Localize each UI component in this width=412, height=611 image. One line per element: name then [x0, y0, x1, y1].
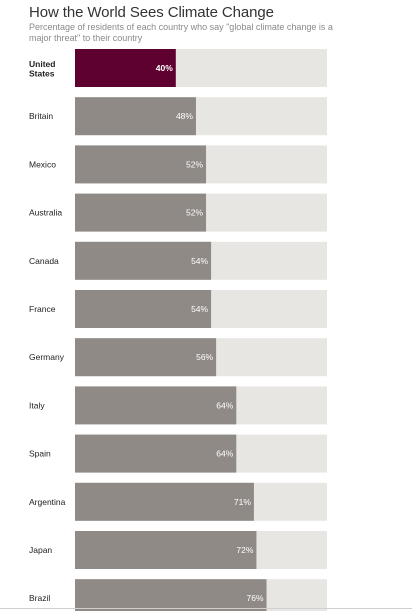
bar-britain — [75, 97, 196, 136]
value-label-france: 54% — [191, 304, 208, 314]
value-label-brazil: 76% — [247, 593, 264, 603]
value-label-united-states: 40% — [156, 63, 173, 73]
value-label-mexico: 52% — [186, 159, 203, 169]
bar-canada — [75, 241, 212, 280]
value-label-australia: 52% — [186, 208, 203, 218]
bar-united-states — [75, 49, 176, 87]
bar-italy — [75, 386, 237, 425]
value-label-britain: 48% — [176, 111, 193, 121]
bar-spain — [75, 434, 237, 473]
category-label-italy: Italy — [29, 400, 45, 410]
bar-germany — [75, 338, 217, 377]
value-label-japan: 72% — [236, 545, 253, 555]
bar-france — [75, 290, 212, 328]
bar-japan — [75, 531, 257, 569]
value-label-italy: 64% — [216, 400, 233, 410]
category-label-spain: Spain — [29, 449, 51, 459]
bar-argentina — [75, 482, 254, 521]
bar-mexico — [75, 145, 207, 184]
category-label-mexico: Mexico — [29, 159, 56, 169]
value-label-argentina: 71% — [234, 497, 251, 507]
value-label-germany: 56% — [196, 352, 213, 362]
page-title: How the World Sees Climate Change — [29, 4, 274, 21]
bar-australia — [75, 193, 207, 232]
category-label-brazil: Brazil — [29, 593, 50, 603]
value-label-spain: 64% — [216, 449, 233, 459]
category-label-argentina: Argentina — [29, 497, 66, 507]
chart-subtitle: Percentage of residents of each country … — [29, 22, 333, 43]
category-label-united-states: United States — [29, 59, 55, 79]
bottom-divider — [0, 608, 412, 609]
category-label-japan: Japan — [29, 545, 52, 555]
value-label-canada: 54% — [191, 256, 208, 266]
category-label-britain: Britain — [29, 111, 53, 121]
category-label-australia: Australia — [29, 208, 62, 218]
category-label-germany: Germany — [29, 352, 65, 362]
bar-brazil — [75, 579, 267, 611]
category-label-canada: Canada — [29, 256, 59, 266]
category-label-france: France — [29, 304, 56, 314]
